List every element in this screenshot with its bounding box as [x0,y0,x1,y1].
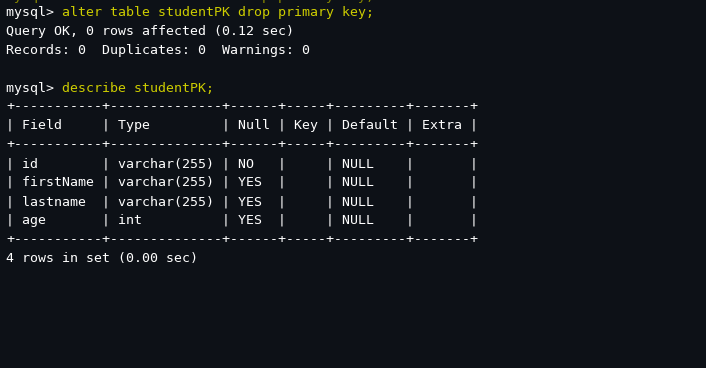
Text: | firstName | varchar(255) | YES  |     | NULL    |       |: | firstName | varchar(255) | YES | | NUL… [6,176,478,189]
Text: alter table studentPK drop primary key;: alter table studentPK drop primary key; [61,6,373,19]
Text: | Field     | Type         | Null | Key | Default | Extra |: | Field | Type | Null | Key | Default | … [6,119,478,132]
Text: | lastname  | varchar(255) | YES  |     | NULL    |       |: | lastname | varchar(255) | YES | | NULL… [6,195,478,208]
Text: +-----------+--------------+------+-----+---------+-------+: +-----------+--------------+------+-----… [6,100,478,113]
Text: mysql>: mysql> [6,6,62,19]
Text: | id        | varchar(255) | NO   |     | NULL    |       |: | id | varchar(255) | NO | | NULL | | [6,157,478,170]
Text: Query OK, 0 rows affected (0.12 sec): Query OK, 0 rows affected (0.12 sec) [6,25,294,38]
Text: 4 rows in set (0.00 sec): 4 rows in set (0.00 sec) [6,252,198,265]
Text: +-----------+--------------+------+-----+---------+-------+: +-----------+--------------+------+-----… [6,233,478,246]
Text: Records: 0  Duplicates: 0  Warnings: 0: Records: 0 Duplicates: 0 Warnings: 0 [6,44,310,57]
Text: mysql>: mysql> [6,82,62,95]
Text: mysql> alter table studentPK drop primary key;: mysql> alter table studentPK drop primar… [6,0,374,3]
Text: | age       | int          | YES  |     | NULL    |       |: | age | int | YES | | NULL | | [6,214,478,227]
Text: +-----------+--------------+------+-----+---------+-------+: +-----------+--------------+------+-----… [6,138,478,151]
Text: describe studentPK;: describe studentPK; [61,82,213,95]
